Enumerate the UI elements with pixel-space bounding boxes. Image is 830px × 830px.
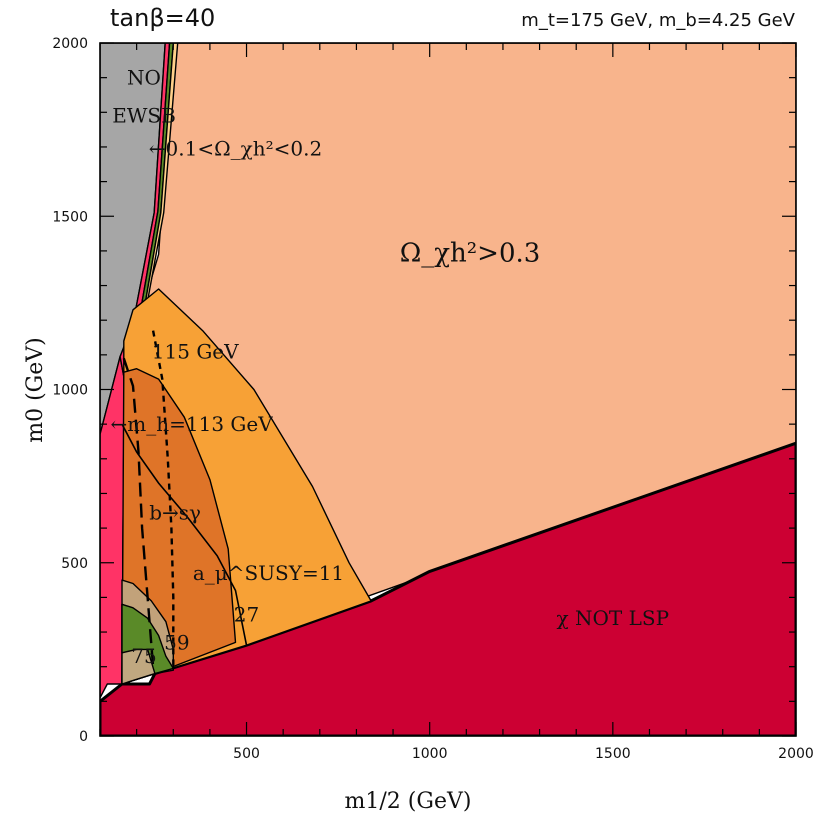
y-tick-label: 0	[79, 729, 88, 745]
curves-group	[121, 330, 248, 667]
annotation-115-gev: 115 GeV	[152, 339, 239, 363]
curve-b-s	[121, 423, 248, 646]
annotation-m-h-113-gev: ←m_h=113 GeV	[111, 412, 274, 436]
header-left: tanβ=40	[110, 4, 215, 32]
regions-group	[100, 43, 796, 736]
y-tick-label: 500	[61, 556, 88, 572]
annotation-75: 75	[131, 644, 156, 668]
annotation-not-lsp: χ NOT LSP	[557, 606, 670, 630]
y-tick-label: 1500	[52, 209, 88, 225]
annotation-h-0-3: Ω_χh²>0.3	[400, 238, 541, 268]
axes-group: 500 1000 1500 2000 0 500 1000 1500 2000	[52, 36, 813, 762]
curve-m-h-115-gev	[151, 330, 175, 667]
annotation-a-susy-11: a_μ^SUSY=11	[193, 561, 344, 585]
annotation-no: NO	[127, 66, 161, 90]
x-tick-label: 1000	[412, 746, 448, 762]
x-tick-label: 2000	[778, 746, 814, 762]
annotation-b-s: b→sγ	[149, 500, 201, 524]
x-tick-label: 1500	[595, 746, 631, 762]
y-tick-label: 2000	[52, 36, 88, 52]
x-axis-label: m1/2 (GeV)	[345, 789, 472, 814]
curve-m-h-113-gev	[122, 357, 155, 667]
annotation-0-1-h-0-2: ←0.1<Ω_χh²<0.2	[149, 137, 323, 161]
region-green-region	[121, 603, 175, 675]
y-tick-label: 1000	[52, 383, 88, 399]
x-tick-label: 500	[233, 746, 260, 762]
annotation-59: 59	[164, 630, 189, 654]
annotation-27: 27	[234, 603, 259, 627]
annotations-group: NO EWSB ←0.1<Ω_χh²<0.2 Ω_χh²>0.3 115 GeV ←m_h…	[111, 66, 670, 669]
header-right: m_t=175 GeV, m_b=4.25 GeV	[521, 10, 795, 31]
y-axis-label: m0 (GeV)	[23, 337, 48, 443]
annotation-ewsb: EWSB	[112, 104, 176, 128]
header-group: tanβ=40 m_t=175 GeV, m_b=4.25 GeV	[110, 4, 796, 32]
